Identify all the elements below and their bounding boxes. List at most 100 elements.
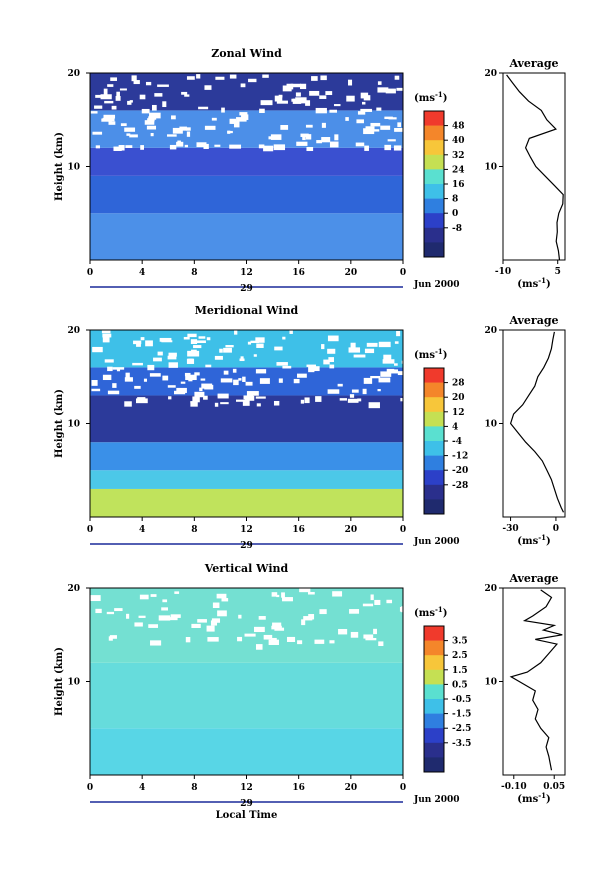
missing-data — [244, 633, 256, 637]
missing-data — [95, 608, 102, 614]
missing-data — [125, 372, 130, 379]
missing-data — [196, 142, 207, 148]
missing-data — [295, 92, 301, 97]
missing-data — [286, 636, 296, 642]
missing-data — [167, 385, 176, 388]
missing-data — [378, 341, 391, 348]
missing-data — [134, 622, 143, 627]
missing-data — [210, 620, 218, 626]
missing-data — [357, 111, 366, 115]
missing-data — [400, 398, 403, 402]
colorbar-label: 0.5 — [452, 680, 468, 690]
missing-data — [350, 631, 359, 638]
missing-data — [229, 74, 237, 79]
missing-data — [365, 637, 377, 641]
missing-data — [394, 341, 399, 344]
missing-data — [305, 100, 311, 106]
colorbar-cell — [424, 411, 444, 427]
missing-data — [104, 359, 114, 363]
missing-data — [316, 140, 322, 144]
missing-data — [320, 75, 327, 81]
missing-data — [109, 635, 117, 639]
colorbar-label: 3.5 — [452, 637, 468, 647]
month-label: Jun 2000 — [413, 537, 460, 547]
missing-data — [327, 389, 340, 394]
colorbar-unit-exp: -1 — [435, 90, 443, 99]
missing-data — [364, 145, 369, 151]
profile-unit-exp: -1 — [538, 791, 546, 800]
missing-data — [91, 380, 98, 386]
missing-data — [184, 372, 191, 377]
field-band — [90, 488, 403, 517]
missing-data — [364, 348, 375, 354]
missing-data — [174, 390, 186, 395]
missing-data — [196, 74, 201, 79]
missing-data — [362, 388, 367, 395]
missing-data — [351, 389, 359, 393]
date-label: 29 — [240, 284, 253, 294]
missing-data — [119, 88, 127, 91]
missing-data — [107, 84, 114, 87]
x-tick-label: 0 — [400, 783, 406, 793]
colorbar-label: -2.5 — [452, 724, 471, 734]
x-tick-label: 4 — [139, 783, 145, 793]
colorbar-cell — [424, 368, 444, 383]
x-tick-label: 12 — [240, 783, 253, 793]
missing-data — [225, 345, 234, 348]
missing-data — [349, 609, 360, 614]
missing-data — [234, 330, 238, 335]
missing-data — [253, 354, 257, 357]
missing-data — [370, 594, 374, 601]
missing-data — [360, 108, 373, 112]
missing-data — [315, 107, 327, 114]
missing-data — [221, 107, 225, 113]
missing-data — [223, 370, 229, 375]
profile-x-label: 5 — [555, 267, 561, 277]
profile-x-label: 0 — [553, 524, 559, 534]
missing-data — [187, 333, 197, 338]
colorbar-cell — [424, 455, 444, 471]
profile-unit-close: ) — [546, 279, 551, 290]
missing-data — [198, 106, 209, 110]
missing-data — [282, 597, 293, 602]
missing-data — [238, 614, 242, 619]
missing-data — [162, 101, 167, 108]
missing-data — [92, 346, 103, 353]
missing-data — [168, 362, 178, 368]
x-tick-label: 16 — [292, 268, 305, 278]
missing-data — [184, 94, 190, 97]
missing-data — [168, 352, 177, 357]
x-tick-label: 4 — [139, 268, 145, 278]
colorbar-cell — [424, 684, 444, 700]
missing-data — [91, 388, 101, 392]
missing-data — [147, 118, 155, 122]
profile-unit-text: (ms — [517, 536, 538, 547]
y-axis-label: Height (km) — [54, 647, 65, 716]
missing-data — [129, 100, 133, 103]
missing-data — [276, 362, 288, 366]
missing-data — [147, 364, 155, 371]
colorbar-cell — [424, 169, 444, 185]
missing-data — [242, 400, 250, 406]
x-tick-label: 16 — [292, 783, 305, 793]
date-label: 29 — [240, 799, 253, 809]
profile-frame — [502, 72, 566, 261]
missing-data — [385, 88, 396, 94]
missing-data — [363, 128, 375, 135]
missing-data — [303, 616, 313, 621]
colorbar-cell — [424, 154, 444, 170]
missing-data — [154, 93, 163, 97]
missing-data — [126, 613, 130, 619]
missing-data — [203, 395, 208, 400]
missing-data — [309, 366, 320, 372]
missing-data — [380, 125, 391, 130]
missing-data — [258, 144, 265, 149]
missing-data — [194, 372, 200, 376]
missing-data — [328, 357, 334, 363]
x-tick-label: 12 — [240, 525, 253, 535]
missing-data — [289, 330, 293, 334]
missing-data — [362, 603, 374, 607]
missing-data — [301, 619, 306, 626]
missing-data — [270, 637, 277, 643]
